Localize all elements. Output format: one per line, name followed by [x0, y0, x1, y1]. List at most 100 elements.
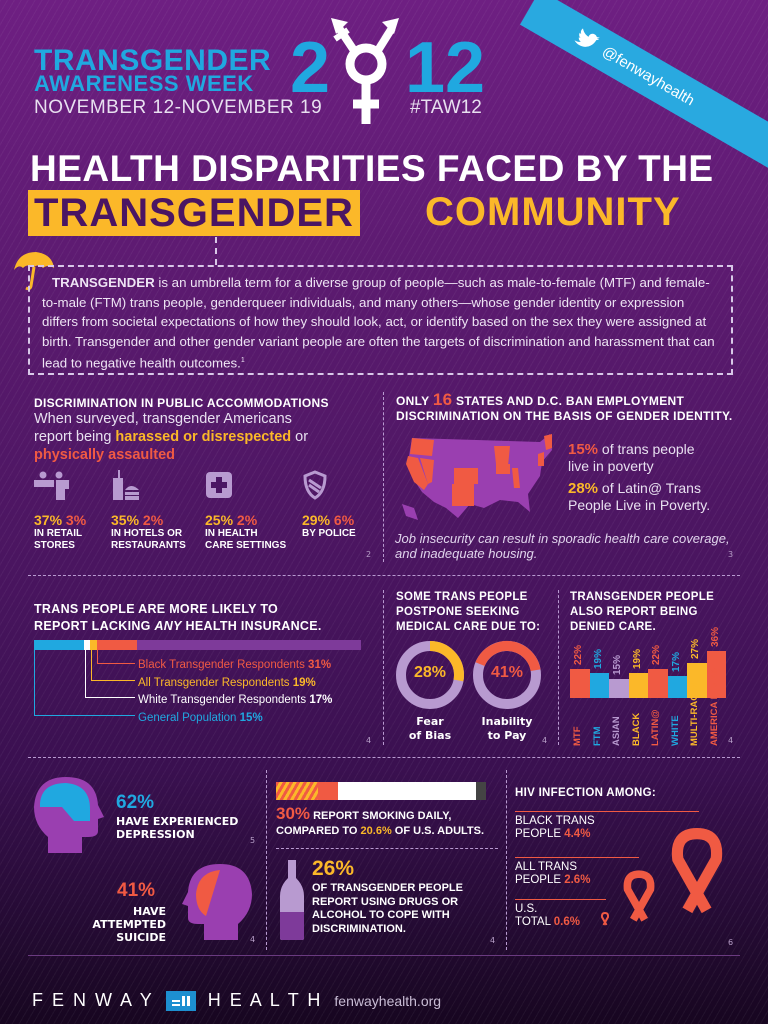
postpone-heading: SOME TRANS PEOPLE POSTPONE SEEKING MEDIC…: [396, 590, 540, 635]
hiv-all-value: 2.6%: [564, 874, 591, 886]
hiv-black-l1: BLACK TRANS: [515, 815, 595, 827]
drug-l4: DISCRIMINATION.: [312, 922, 406, 935]
retail-label2: STORES: [34, 540, 75, 551]
denied-value: 19%: [631, 649, 643, 670]
legend-all-label: All Transgender Respondents: [138, 676, 293, 689]
hiv-all-trans: ALL TRANS PEOPLE 2.6%: [515, 861, 590, 887]
fear-of-bias-donut: [396, 641, 464, 709]
fear-of-bias-label: Fear of Bias: [395, 715, 465, 743]
hiv-footnote: 6: [728, 938, 734, 947]
denied-care-chart: 22% MTF 19% FTM 15% ASIAN 19% BLACK 22% LATIN@ 17%…: [570, 627, 726, 746]
intro-lead: TRANSGENDER: [52, 275, 155, 290]
discrimination-item-retail: 37% 3% IN RETAIL STORES: [34, 470, 124, 552]
denied-heading3: DENIED CARE.: [570, 621, 657, 633]
event-hashtag: #TAW12: [410, 97, 482, 118]
retail-harassed-pct: 37%: [34, 512, 63, 528]
legend-all-value: 19%: [292, 676, 316, 689]
inability-to-pay-label: Inability to Pay: [472, 715, 542, 743]
postpone-footnote: 4: [542, 736, 548, 745]
employment-heading: ONLY 16 STATES AND D.C. BAN EMPLOYMENT D…: [396, 390, 733, 424]
denied-bar-mtf: [570, 669, 590, 698]
smoking-text1: REPORT SMOKING DAILY,: [310, 810, 452, 822]
smoking-text2-pre: COMPARED TO: [276, 825, 361, 837]
fear-label2: of Bias: [408, 729, 452, 742]
retail-label1: IN RETAIL: [34, 528, 83, 539]
depression-l2: DEPRESSION: [116, 828, 195, 841]
aids-ribbon-medium-icon: [623, 870, 655, 922]
drug-l3: ALCOHOL TO COPE WITH: [312, 909, 450, 921]
police-label1: BY POLICE: [302, 528, 356, 539]
poverty-pct: 15%: [568, 441, 599, 458]
hiv-all-l2: PEOPLE: [515, 874, 565, 886]
denied-heading1: TRANSGENDER PEOPLE: [570, 591, 715, 603]
hotels-assaulted-pct: 2%: [142, 512, 164, 528]
depression-footnote: 5: [250, 836, 256, 845]
hiv-line-us: [515, 899, 606, 900]
denied-footnote: 4: [728, 736, 734, 745]
insurance-heading: TRANS PEOPLE ARE MORE LIKELY TO REPORT L…: [34, 601, 322, 635]
denied-category: FTM: [591, 726, 603, 746]
insurance-bar-all: [90, 640, 97, 650]
latin-poverty-text2: People Live in Poverty.: [568, 497, 711, 513]
aids-ribbon-large-icon: [671, 828, 723, 914]
fenway-logo-icon: [165, 990, 196, 1011]
fast-food-icon: [113, 470, 139, 500]
drug-alcohol-value: 26%: [312, 857, 355, 880]
denied-category: ASIAN: [611, 716, 622, 746]
depression-value: 62%: [116, 792, 155, 813]
postpone-heading2: POSTPONE SEEKING: [396, 606, 520, 618]
latin-poverty-text1: of Latin@ Trans: [598, 480, 701, 496]
denied-bar-ftm: [589, 673, 609, 698]
row-divider-2: [28, 757, 740, 758]
legend-white: White Transgender Respondents 17%: [138, 692, 332, 710]
discrimination-subtitle: When surveyed, transgender Americans rep…: [34, 410, 308, 464]
insurance-heading2-post: HEALTH INSURANCE.: [181, 619, 322, 633]
latin-poverty-pct: 28%: [568, 480, 599, 497]
legend-general-label: General Population: [138, 711, 240, 724]
cigarette-filter: [318, 782, 338, 800]
year-digits-12: 12: [405, 28, 486, 108]
denied-value: 17%: [670, 651, 682, 672]
discrimination-item-police: 29% 6% BY POLICE: [302, 470, 392, 540]
denied-value: 27%: [690, 638, 701, 659]
legend-all: All Transgender Respondents 19%: [138, 675, 332, 693]
denied-category: MULTI-RACIAL: [689, 678, 700, 746]
substance-divider: [276, 848, 498, 849]
hiv-line-black: [515, 811, 699, 812]
pay-label1: Inability: [481, 715, 533, 728]
footer-url[interactable]: fenwayhealth.org: [334, 992, 442, 1009]
police-assaulted-pct: 6%: [333, 512, 355, 528]
brand-fenway: F E N W A Y: [32, 990, 154, 1010]
denied-bar-black: [628, 673, 648, 698]
denied-category: BLACK: [630, 712, 642, 746]
health-label1: IN HEALTH: [205, 528, 258, 539]
smoking-us-value: 20.6%: [360, 825, 392, 837]
denied-bar-white: [667, 675, 687, 698]
denied-bar-americaindian: [706, 651, 726, 698]
drug-l2: REPORT USING DRUGS OR: [312, 895, 459, 908]
depression-label: HAVE EXPERIENCED DEPRESSION: [116, 815, 238, 841]
insurance-heading2-pre: REPORT LACKING: [34, 619, 155, 633]
head-depression-icon: [34, 777, 104, 853]
hiv-line-all: [515, 857, 639, 858]
legend-black-value: 31%: [308, 659, 332, 671]
page-title-line2: COMMUNITY: [425, 190, 681, 234]
twitter-ribbon[interactable]: @fenwayhealth: [520, 0, 768, 175]
hiv-all-l1: ALL TRANS: [515, 861, 577, 873]
footer-brand[interactable]: F E N W A Y H E A L T H fenwayhealth.org: [32, 990, 441, 1011]
states-count: 16: [432, 390, 453, 409]
insurance-bar-white: [84, 640, 90, 650]
hiv-black-l2: PEOPLE: [515, 828, 565, 840]
employment-heading-line2: DISCRIMINATION ON THE BASIS OF GENDER ID…: [396, 409, 733, 423]
smoking-stat: 30% REPORT SMOKING DAILY, COMPARED TO 20…: [276, 805, 484, 839]
discrimination-item-hotels: 35% 2% IN HOTELS OR RESTAURANTS: [111, 470, 201, 552]
insurance-legend: Black Transgender Respondents 31% All Tr…: [138, 657, 332, 727]
police-shield-icon: [303, 470, 327, 500]
poverty-text2: live in poverty: [568, 458, 654, 474]
drug-alcohol-label: OF TRANSGENDER PEOPLE REPORT USING DRUGS…: [312, 882, 463, 936]
postpone-heading3: MEDICAL CARE DUE TO:: [396, 621, 541, 633]
retail-assaulted-pct: 3%: [65, 512, 87, 528]
health-label2: CARE SETTINGS: [205, 540, 287, 551]
legend-general-value: 15%: [239, 711, 263, 724]
job-insecurity-note: Job insecurity can result in sporadic he…: [395, 531, 730, 561]
